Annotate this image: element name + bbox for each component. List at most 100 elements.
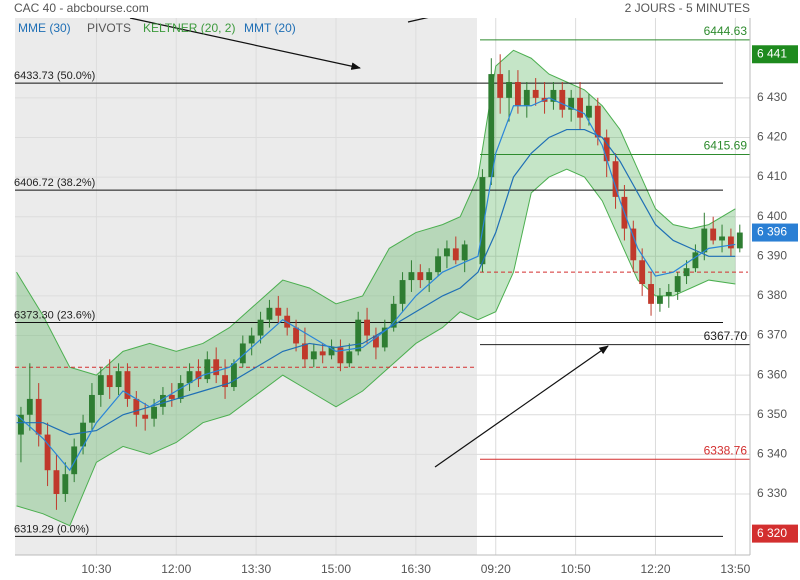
candle-body <box>736 232 743 249</box>
candle-body <box>204 359 211 380</box>
candle-body <box>186 371 193 384</box>
candle-body <box>701 228 708 253</box>
candle-body <box>373 335 379 348</box>
x-tick-label: 15:00 <box>321 562 351 576</box>
x-tick-label: 10:50 <box>561 562 591 576</box>
legend-item: KELTNER (20, 2) <box>143 21 235 35</box>
candle-body <box>133 398 140 415</box>
legend-item: MMT (20) <box>244 21 296 35</box>
candle-body <box>293 327 299 344</box>
x-tick-label: 12:00 <box>161 562 191 576</box>
candle-body <box>417 272 424 281</box>
candle-body <box>603 137 610 162</box>
candle-body <box>648 284 654 304</box>
candle-body <box>266 307 273 320</box>
y-tick-label: 6 410 <box>757 169 787 183</box>
subtitle: 2 JOURS - 5 MINUTES <box>625 1 750 15</box>
candle-body <box>559 89 566 110</box>
candle-body <box>479 177 486 265</box>
candle-body <box>550 89 557 102</box>
y-tick-label: 6 430 <box>757 90 787 104</box>
candle-body <box>97 375 104 395</box>
candle-body <box>577 97 583 118</box>
candle-body <box>275 307 282 316</box>
legend-item: MME (30) <box>18 21 71 35</box>
candle-body <box>639 260 646 285</box>
candle-body <box>89 394 95 423</box>
candle-body <box>514 82 521 106</box>
candle-body <box>142 414 149 419</box>
x-tick-label: 09:20 <box>481 562 511 576</box>
x-tick-label: 13:30 <box>241 562 271 576</box>
candle-body <box>62 474 69 494</box>
candle-body <box>656 295 663 304</box>
candle-body <box>151 406 157 419</box>
candle-body <box>399 280 406 304</box>
arrow <box>434 345 609 468</box>
band-area <box>16 50 736 526</box>
candle-body <box>665 291 672 296</box>
price-tag <box>752 524 798 543</box>
fib-label: 6433.73 (50.0%) <box>14 70 95 82</box>
candle-body <box>160 394 166 407</box>
candle-body <box>222 375 228 388</box>
y-tick-label: 6 340 <box>757 447 787 461</box>
candle-body <box>364 319 370 336</box>
price-tags: 6 441 6 396 6 320 <box>752 45 798 543</box>
candle-body <box>381 327 388 348</box>
candle-body <box>674 276 681 292</box>
day-level-label: 6338.76 <box>704 443 748 457</box>
fib-label: 6406.72 (38.2%) <box>14 177 95 189</box>
price-tag-label: 6 441 <box>757 46 787 60</box>
candle-body <box>719 236 725 241</box>
candle-body <box>213 359 220 376</box>
candle-body <box>523 89 530 106</box>
title: CAC 40 - abcbourse.com <box>14 1 149 15</box>
candle-body <box>257 319 264 336</box>
day-level-label: 6415.69 <box>704 139 748 153</box>
candle-body <box>231 363 237 388</box>
day-level-label: 6444.63 <box>704 24 748 38</box>
candle-body <box>115 371 122 388</box>
candle-body <box>106 375 113 388</box>
x-tick-label: 10:30 <box>81 562 111 576</box>
candle-body <box>497 74 504 98</box>
candle-body <box>710 228 717 241</box>
price-tag-label: 6 320 <box>757 526 787 540</box>
candle-body <box>532 89 539 98</box>
candle-body <box>168 394 175 399</box>
candle-body <box>248 335 255 344</box>
candle-body <box>435 256 441 273</box>
fib-label: 6319.29 (0.0%) <box>14 523 89 535</box>
candle-body <box>177 383 184 399</box>
candle-body <box>585 105 592 118</box>
candle-body <box>195 371 202 380</box>
candle-body <box>612 161 619 197</box>
price-tag <box>752 223 798 242</box>
candle-body <box>692 252 699 269</box>
y-tick-label: 6 350 <box>757 407 787 421</box>
average-line <box>16 97 736 472</box>
candle-body <box>18 414 24 435</box>
candle-body <box>319 351 326 356</box>
levels: 6433.73 (50.0%) 6406.72 (38.2%) 6373.30 (2… <box>14 24 750 537</box>
y-tick-label: 6 360 <box>757 367 787 381</box>
y-tick-label: 6 400 <box>757 209 787 223</box>
candle-body <box>26 398 33 415</box>
price-tag <box>752 45 798 64</box>
averages <box>16 97 736 472</box>
candle-body <box>594 105 601 138</box>
candle-body <box>488 74 495 178</box>
candle-body <box>355 319 362 352</box>
candle-body <box>53 470 60 494</box>
candle-body <box>506 82 512 98</box>
candle-body <box>444 248 450 257</box>
candle-body <box>452 248 459 261</box>
y-tick-label: 6 390 <box>757 248 787 262</box>
day-level-label: 6367.70 <box>704 329 748 343</box>
keltner <box>16 49 736 527</box>
band-lower <box>16 168 736 527</box>
average-line <box>16 128 736 436</box>
candle-body <box>337 347 344 364</box>
